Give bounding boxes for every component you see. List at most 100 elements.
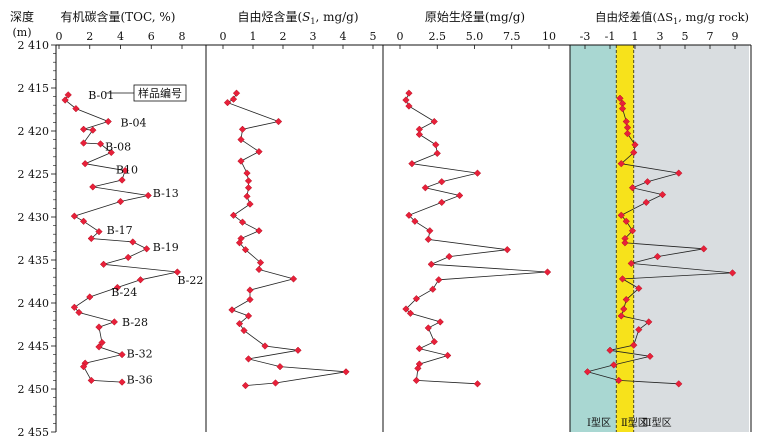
sample-point [89,183,97,191]
depth-tick-label: 2 445 [18,340,50,353]
sample-point [255,147,263,156]
sample-point [110,318,119,326]
x-tick-label: 6 [148,30,155,43]
sample-point [617,211,625,219]
sample-point [144,191,152,200]
x-tick-label: 2 [280,30,287,43]
sample-point [232,89,241,97]
depth-tick-label: 2 415 [18,82,50,95]
sample-point [274,117,283,126]
sample-point [228,306,236,314]
sample-point [241,381,250,390]
sample-point [95,227,103,236]
sample-point [615,376,623,385]
sample-point [113,283,122,292]
x-tick-label: 5 [370,30,377,43]
sample-point [244,312,253,320]
sample-point [405,211,413,219]
depth-tick-label: 2 435 [18,254,50,267]
x-tick-label: 4 [117,30,124,43]
panel-2-series-line [226,93,347,386]
sample-point [79,362,88,371]
sample-point [473,169,482,177]
sample-point [243,192,251,201]
panel-2-title: 自由烃含量(S1, mg/g) [237,9,358,26]
sample-point [342,368,350,376]
sample-point [622,117,630,126]
sample-point [121,166,129,175]
x-tick-label: 4 [340,30,347,43]
x-tick-label: 7.5 [503,30,521,43]
sample-point [415,130,424,139]
sample-point [623,129,632,138]
sample-point [244,177,253,185]
x-tick-label: 0 [397,30,404,43]
sample-point [445,252,453,261]
sample-point [444,351,452,360]
sample-point [98,338,106,347]
sample-point [630,341,638,349]
sample-label: B-01 [88,89,114,102]
sample-label: B-22 [177,274,203,287]
sample-point [243,169,251,177]
sample-point [430,117,438,126]
sample-point [405,102,413,110]
sample-point [700,245,708,253]
x-tick-label: 5 [682,30,689,43]
zone-type-1 [570,45,617,432]
x-tick-label: -1 [605,30,616,43]
sample-point [124,253,132,262]
sample-point [256,258,265,267]
sample-point [237,157,245,165]
sample-point [628,184,637,192]
sample-point [79,139,88,147]
sample-point [235,319,244,328]
sample-point [424,235,432,244]
x-tick-label: 9 [732,30,739,43]
x-tick-label: 5.0 [466,30,484,43]
sample-label: B-17 [107,224,133,237]
sample-point [606,346,614,354]
sample-point [86,293,94,301]
x-tick-label: 1 [632,30,639,43]
sample-point [261,342,269,350]
sample-point [643,178,652,186]
sample-point [81,160,89,168]
sample-point [414,364,422,373]
sample-point [255,265,263,274]
depth-tick-label: 2 450 [18,383,50,396]
panel-1-title: 有机碳含量(TOC, %) [61,9,176,24]
panel-3-title: 原始生烃量(mg/g) [425,10,525,24]
sample-point [70,303,79,311]
sample-point [99,260,108,268]
sample-point [79,217,88,225]
sample-point [173,268,182,276]
sample-point [95,343,103,351]
zone-label-1: Ⅰ型区 [587,416,611,429]
sample-point [628,227,637,235]
sample-point [276,362,284,371]
sample-label: B-28 [122,316,148,329]
sample-point [430,338,438,346]
depth-tick-label: 2 440 [18,297,50,310]
sample-point [72,104,80,113]
sample-point [473,380,482,388]
x-tick-label: 3 [310,30,317,43]
annotation-box [133,84,187,102]
sample-point [630,148,638,157]
x-tick-label: 0 [56,30,63,43]
sample-point [646,352,654,360]
sample-label: B-19 [153,241,179,254]
sample-point [627,259,635,268]
sample-point [618,275,627,283]
sample-point [405,89,413,97]
sample-point [223,98,232,107]
sample-point [87,234,95,243]
depth-axis-label: 深度 [10,9,34,24]
sample-label: B-13 [153,187,179,200]
sample-point [620,305,628,313]
x-tick-label: 2.5 [429,30,447,43]
sample-point [622,295,630,304]
sample-point [675,169,683,177]
sample-point [237,135,245,144]
